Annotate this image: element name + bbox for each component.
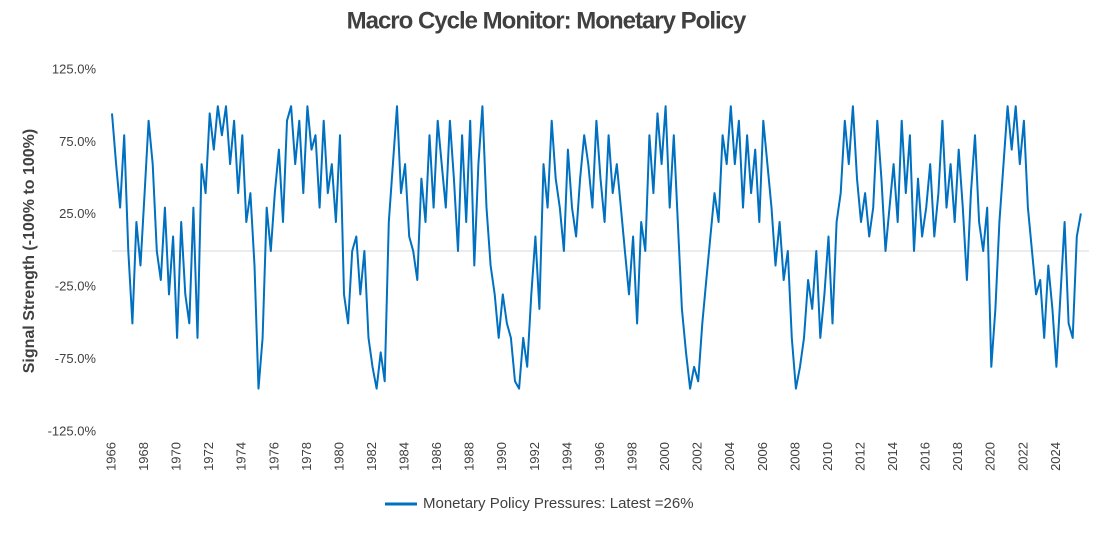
x-tick-label: 1992 xyxy=(527,442,542,471)
x-tick-label: 1998 xyxy=(625,442,640,471)
x-tick-label: 2008 xyxy=(787,442,802,471)
x-tick-label: 2002 xyxy=(690,442,705,471)
x-tick-label: 2024 xyxy=(1048,442,1063,471)
x-tick-label: 1994 xyxy=(559,442,574,471)
x-tick-label: 1974 xyxy=(234,442,249,471)
x-tick-label: 1970 xyxy=(169,442,184,471)
x-tick-label: 1990 xyxy=(494,442,509,471)
x-tick-label: 1972 xyxy=(201,442,216,471)
y-tick-label: 25.0% xyxy=(59,206,96,221)
x-tick-label: 2018 xyxy=(950,442,965,471)
x-tick-label: 1980 xyxy=(331,442,346,471)
x-tick-label: 1988 xyxy=(462,442,477,471)
y-tick-label: 75.0% xyxy=(59,134,96,149)
x-tick-label: 2012 xyxy=(852,442,867,471)
x-tick-label: 1996 xyxy=(592,442,607,471)
x-tick-label: 2006 xyxy=(755,442,770,471)
x-tick-label: 2014 xyxy=(885,442,900,471)
x-tick-label: 2000 xyxy=(657,442,672,471)
x-tick-label: 1968 xyxy=(136,442,151,471)
y-tick-label: 125.0% xyxy=(52,61,97,76)
x-tick-label: 2016 xyxy=(918,442,933,471)
x-tick-label: 2010 xyxy=(820,442,835,471)
x-tick-label: 1986 xyxy=(429,442,444,471)
y-axis-label: Signal Strength (-100% to 100%) xyxy=(21,129,38,374)
series-line xyxy=(111,105,1082,390)
x-tick-label: 1966 xyxy=(103,442,118,471)
y-tick-label: -25.0% xyxy=(55,279,97,294)
x-tick-label: 1978 xyxy=(299,442,314,471)
x-tick-label: 2020 xyxy=(983,442,998,471)
y-tick-label: -75.0% xyxy=(55,351,97,366)
x-tick-label: 1982 xyxy=(364,442,379,471)
legend-label: Monetary Policy Pressures: Latest =26% xyxy=(423,495,694,512)
x-tick-label: 1984 xyxy=(397,442,412,471)
chart-title: Macro Cycle Monitor: Monetary Policy xyxy=(347,7,747,34)
y-tick-label: -125.0% xyxy=(48,423,97,438)
x-tick-label: 2004 xyxy=(722,442,737,471)
x-tick-label: 2022 xyxy=(1015,442,1030,471)
x-tick-label: 1976 xyxy=(266,442,281,471)
